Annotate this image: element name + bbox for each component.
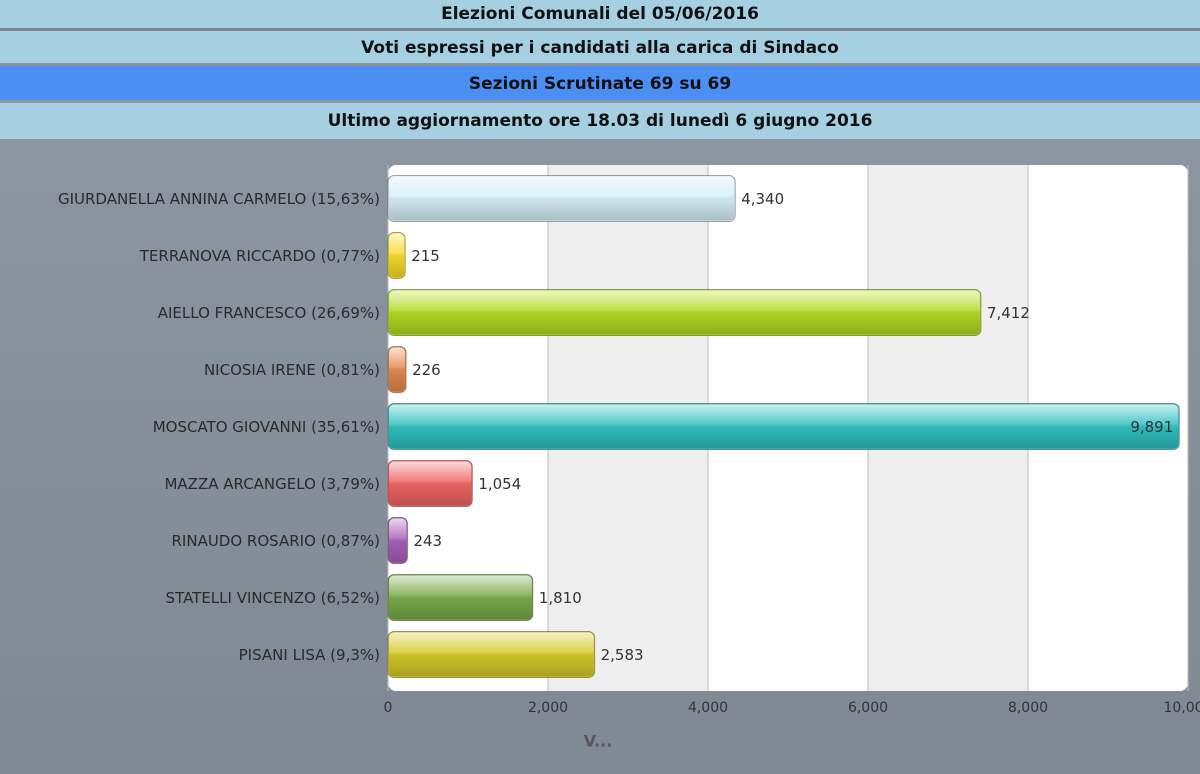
value-label: 1,810 [539,589,582,607]
value-label: 215 [411,247,440,265]
value-label: 9,891 [1130,418,1173,436]
category-label: GIURDANELLA ANNINA CARMELO (15,63%) [58,190,380,208]
category-label: MAZZA ARCANGELO (3,79%) [164,475,380,493]
value-label: 7,412 [987,304,1030,322]
header-subtitle: Voti espressi per i candidati alla caric… [361,38,839,58]
value-label: 4,340 [741,190,784,208]
x-tick-label: 6,000 [848,700,888,716]
category-label: MOSCATO GIOVANNI (35,61%) [153,418,380,436]
bar-gloss [389,404,1179,449]
bar-gloss [389,632,594,677]
header-sections: Sezioni Scrutinate 69 su 69 [469,74,731,94]
bar-gloss [389,461,472,506]
category-label: STATELLI VINCENZO (6,52%) [166,589,380,607]
value-label: 2,583 [601,646,644,664]
value-label: 226 [412,361,441,379]
category-label: PISANI LISA (9,3%) [239,646,380,664]
header-row [0,66,1200,100]
bar-gloss [389,176,735,221]
header-title: Elezioni Comunali del 05/06/2016 [441,4,759,24]
header-row [0,31,1200,63]
category-label: RINAUDO ROSARIO (0,87%) [172,532,381,550]
bar-gloss [389,347,406,392]
header-update: Ultimo aggiornamento ore 18.03 di lunedì… [328,111,873,131]
bar-gloss [389,575,532,620]
x-axis-title: V... [584,732,613,751]
x-tick-label: 4,000 [688,700,728,716]
bar-gloss [389,518,407,563]
x-tick-label: 0 [384,700,393,716]
category-label: TERRANOVA RICCARDO (0,77%) [139,247,380,265]
x-tick-label: 10,000 [1164,700,1200,716]
header-row [0,0,1200,28]
value-label: 243 [413,532,442,550]
bar-gloss [389,290,980,335]
header-row [0,103,1200,139]
x-tick-label: 2,000 [528,700,568,716]
x-tick-label: 8,000 [1008,700,1048,716]
category-label: AIELLO FRANCESCO (26,69%) [158,304,380,322]
category-label: NICOSIA IRENE (0,81%) [204,361,380,379]
bar-gloss [389,233,405,278]
value-label: 1,054 [478,475,521,493]
